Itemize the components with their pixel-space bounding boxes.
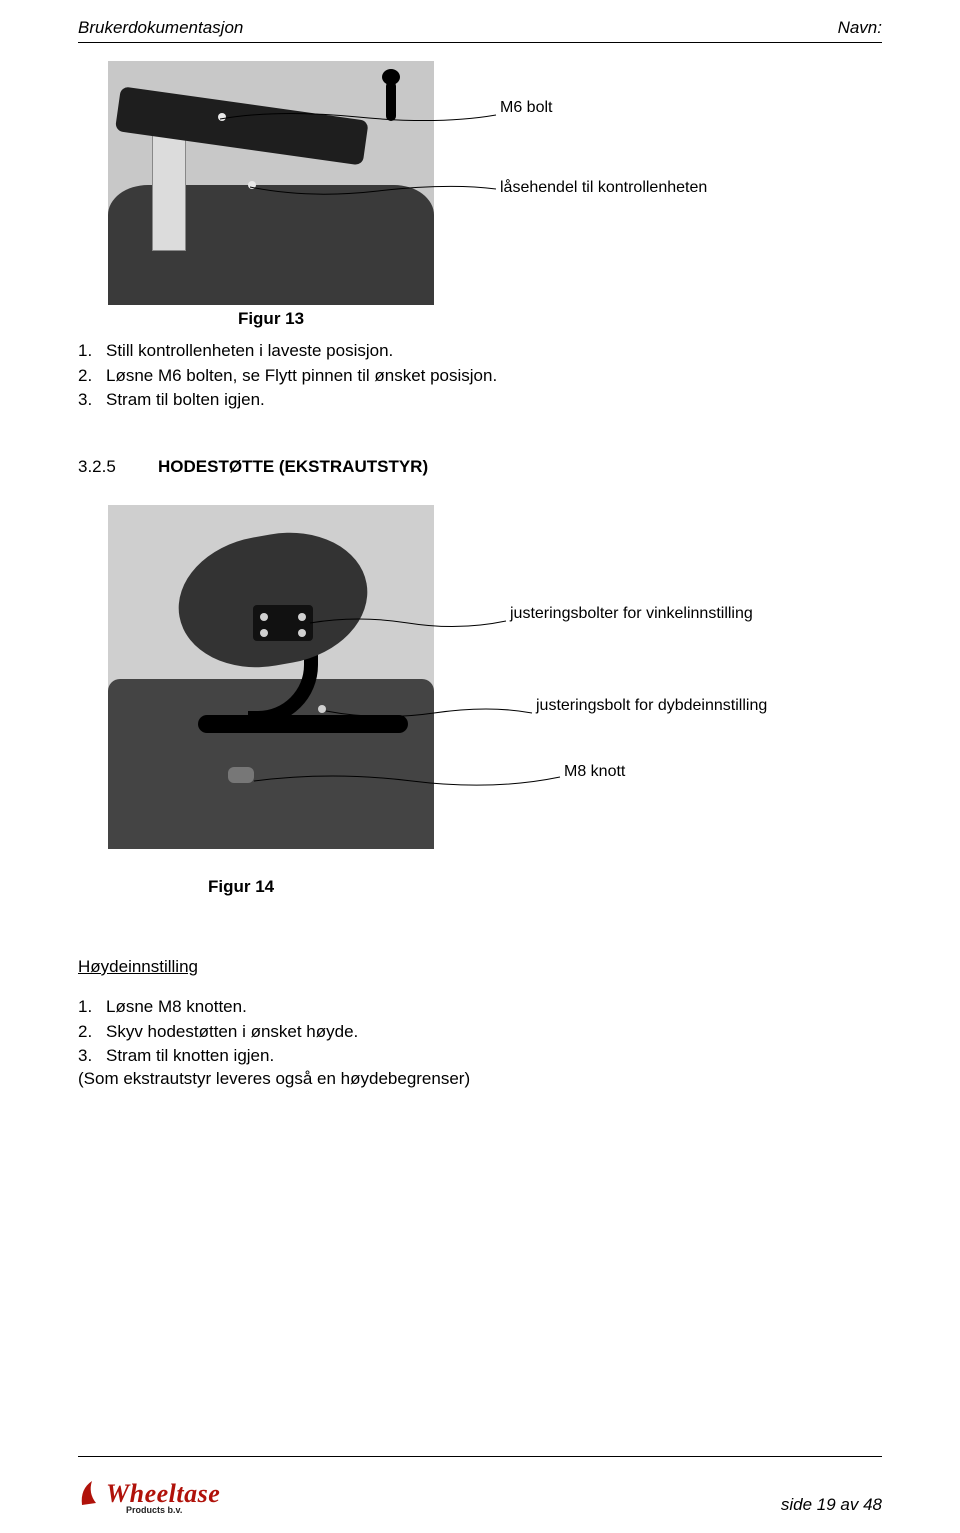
- callout-lock-handle: låsehendel til kontrollenheten: [500, 179, 707, 197]
- callout-line-knob: [252, 769, 562, 793]
- callout-angle-bolts: justeringsbolter for vinkelinnstilling: [510, 605, 753, 623]
- page-number: side 19 av 48: [781, 1495, 882, 1515]
- subheading: Høydeinnstilling: [78, 957, 882, 977]
- step-text: Skyv hodestøtten i ønsket høyde.: [106, 1020, 358, 1045]
- callout-line-angle: [308, 613, 508, 637]
- figure-13-wrap: M6 bolt låsehendel til kontrollenheten: [78, 61, 882, 305]
- list-item: 3. Stram til bolten igjen.: [78, 388, 882, 413]
- section-heading: 3.2.5 HODESTØTTE (EKSTRAUTSTYR): [78, 457, 882, 477]
- step-text: Stram til bolten igjen.: [106, 388, 265, 413]
- logo-subtext: Products b.v.: [126, 1505, 182, 1515]
- step-number: 1.: [78, 339, 106, 364]
- page-header: Brukerdokumentasjon Navn:: [0, 0, 960, 42]
- logo-swoosh-icon: [78, 1475, 114, 1511]
- callout-depth-bolt: justeringsbolt for dybdeinnstilling: [536, 697, 767, 715]
- steps-list-b: 1. Løsne M8 knotten. 2. Skyv hodestøtten…: [78, 995, 882, 1069]
- figure-14-wrap: justeringsbolter for vinkelinnstilling j…: [108, 505, 434, 849]
- step-number: 2.: [78, 1020, 106, 1045]
- footer-logo: Wheeltase Products b.v.: [78, 1479, 220, 1515]
- callout-line-depth: [324, 703, 534, 727]
- callout-m6-bolt: M6 bolt: [500, 99, 552, 117]
- header-left: Brukerdokumentasjon: [78, 18, 243, 38]
- step-text: Stram til knotten igjen.: [106, 1044, 274, 1069]
- figure-13-caption: Figur 13: [108, 309, 434, 329]
- list-item: 2. Løsne M6 bolten, se Flytt pinnen til …: [78, 364, 882, 389]
- step-text: Still kontrollenheten i laveste posisjon…: [106, 339, 393, 364]
- step-text: Løsne M8 knotten.: [106, 995, 247, 1020]
- callout-m8-knob: M8 knott: [564, 763, 625, 781]
- callout-line-m6: [218, 107, 498, 131]
- note-text: (Som ekstrautstyr leveres også en høydeb…: [78, 1069, 882, 1089]
- header-right: Navn:: [838, 18, 882, 38]
- step-number: 2.: [78, 364, 106, 389]
- list-item: 3. Stram til knotten igjen.: [78, 1044, 882, 1069]
- figure-14-image: [108, 505, 434, 849]
- step-number: 3.: [78, 388, 106, 413]
- list-item: 1. Still kontrollenheten i laveste posis…: [78, 339, 882, 364]
- section-number: 3.2.5: [78, 457, 158, 477]
- page-footer: Wheeltase Products b.v. side 19 av 48: [78, 1463, 882, 1515]
- step-number: 1.: [78, 995, 106, 1020]
- footer-rule: [78, 1456, 882, 1457]
- step-text: Løsne M6 bolten, se Flytt pinnen til øns…: [106, 364, 497, 389]
- list-item: 2. Skyv hodestøtten i ønsket høyde.: [78, 1020, 882, 1045]
- callout-line-lock: [248, 177, 498, 207]
- list-item: 1. Løsne M8 knotten.: [78, 995, 882, 1020]
- steps-list-a: 1. Still kontrollenheten i laveste posis…: [78, 339, 882, 413]
- section-title: HODESTØTTE (EKSTRAUTSTYR): [158, 457, 428, 477]
- figure-14-caption: Figur 14: [78, 877, 882, 897]
- step-number: 3.: [78, 1044, 106, 1069]
